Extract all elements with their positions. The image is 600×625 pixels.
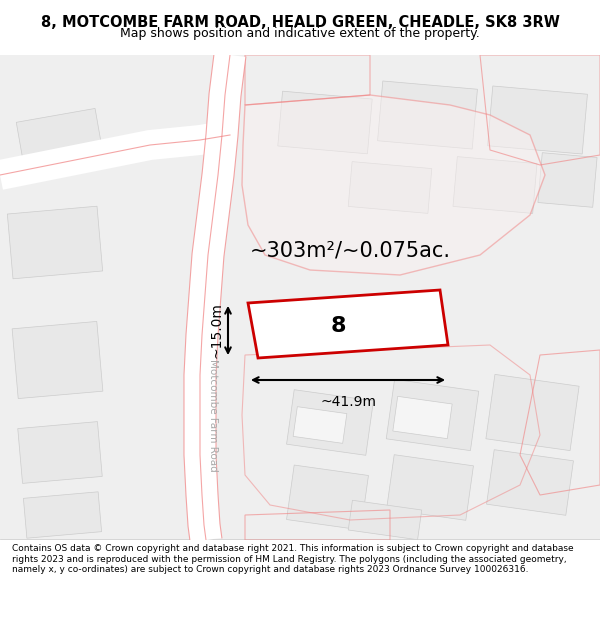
Polygon shape — [386, 455, 473, 520]
Polygon shape — [18, 422, 102, 483]
Polygon shape — [287, 390, 373, 455]
Polygon shape — [248, 290, 448, 358]
Polygon shape — [0, 120, 232, 190]
Polygon shape — [23, 492, 101, 538]
Text: Map shows position and indicative extent of the property.: Map shows position and indicative extent… — [120, 27, 480, 39]
Text: Contains OS data © Crown copyright and database right 2021. This information is : Contains OS data © Crown copyright and d… — [12, 544, 574, 574]
Text: 8: 8 — [331, 316, 346, 336]
Polygon shape — [453, 157, 537, 213]
Text: ~41.9m: ~41.9m — [320, 395, 376, 409]
Polygon shape — [242, 95, 545, 275]
Polygon shape — [538, 152, 597, 208]
Text: 8, MOTCOMBE FARM ROAD, HEALD GREEN, CHEADLE, SK8 3RW: 8, MOTCOMBE FARM ROAD, HEALD GREEN, CHEA… — [41, 16, 559, 31]
Polygon shape — [7, 206, 103, 279]
Polygon shape — [486, 374, 579, 451]
Polygon shape — [488, 86, 587, 154]
Polygon shape — [184, 53, 246, 542]
Polygon shape — [348, 162, 432, 213]
Polygon shape — [278, 91, 372, 154]
Polygon shape — [348, 500, 422, 540]
Text: ~15.0m: ~15.0m — [209, 302, 223, 358]
Polygon shape — [293, 407, 347, 443]
Polygon shape — [377, 81, 478, 149]
Polygon shape — [12, 321, 103, 399]
Polygon shape — [393, 396, 452, 439]
Text: ~303m²/~0.075ac.: ~303m²/~0.075ac. — [250, 240, 451, 260]
Polygon shape — [386, 379, 479, 451]
Polygon shape — [287, 465, 368, 530]
Polygon shape — [16, 108, 104, 172]
Polygon shape — [487, 450, 574, 515]
Text: Motcombe Farm Road: Motcombe Farm Road — [208, 359, 218, 471]
